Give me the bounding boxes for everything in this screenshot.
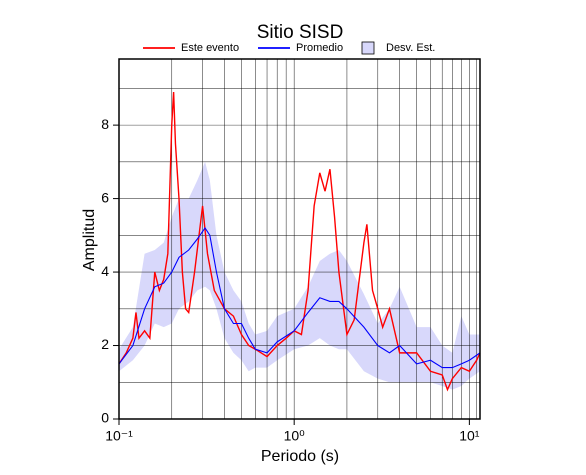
legend-label: Promedio bbox=[296, 42, 343, 54]
plot-frame bbox=[118, 58, 481, 420]
chart-title: Sitio SISD bbox=[257, 22, 344, 43]
legend-label: Desv. Est. bbox=[386, 42, 435, 54]
x-tick-label: 10⁰ bbox=[284, 428, 306, 444]
std-band bbox=[119, 161, 480, 390]
y-tick-label: 2 bbox=[101, 336, 109, 352]
series-line bbox=[118, 226, 481, 369]
x-tick-label: 10⁻¹ bbox=[105, 428, 133, 444]
y-tick-label: 6 bbox=[101, 189, 109, 205]
series-line bbox=[118, 92, 481, 392]
y-tick-label: 8 bbox=[101, 116, 109, 132]
y-axis-label: Amplitud bbox=[81, 209, 98, 271]
legend-swatch bbox=[361, 41, 375, 55]
x-axis-label: Periodo (s) bbox=[261, 448, 339, 465]
y-tick-label: 4 bbox=[101, 263, 109, 279]
x-tick-label: 10¹ bbox=[459, 428, 480, 444]
legend-label: Este evento bbox=[181, 42, 239, 54]
y-tick-label: 0 bbox=[101, 410, 109, 426]
